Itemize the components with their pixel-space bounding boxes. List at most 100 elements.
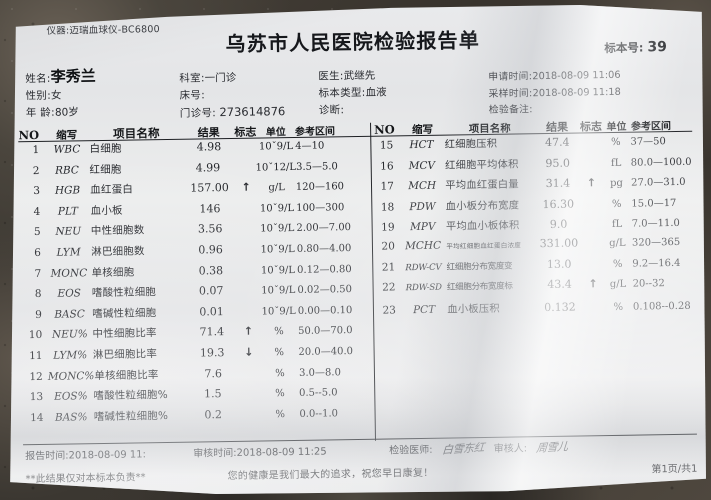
cell-result: 95.0 (545, 156, 570, 170)
table-body-left: 1 WBC 白细胞 4.98 10ˇ9/L 4—10 2 RBC 红细胞 4.99 10ˇ12/L 3… (18, 137, 372, 431)
cell-name: 中性细胞数 (90, 224, 145, 238)
cell-ref: 27.0—31.0 (630, 177, 686, 189)
lab-report-paper: 仪器:迈瑞血球仪-BC6800 乌苏市人民医院检验报告单 标本号: 39 姓名:… (10, 4, 706, 495)
cell-ref: 0.12—0.80 (297, 263, 352, 276)
cell-no: 21 (381, 260, 396, 274)
cell-name: 淋巴细胞数 (91, 245, 145, 259)
cell-ref: 50.0—70.0 (298, 325, 353, 338)
cell-ref: 20.0—40.0 (298, 345, 354, 358)
sample-type-label: 标本类型: (318, 86, 366, 100)
cell-abbr: MONC% (47, 369, 95, 383)
cell-no: 1 (32, 143, 40, 157)
cell-result: 3.56 (197, 222, 223, 236)
report-time-label: 报告时间: (25, 450, 69, 463)
doctor-block: 医生:武继先 标本类型:血液 诊断: (318, 68, 387, 120)
tester-field: 检验医师: 白雪东红 (389, 440, 494, 458)
cell-unit: 10ˇ9/L (260, 223, 295, 235)
cell-no: 17 (380, 180, 395, 193)
cell-abbr: PDW (409, 200, 436, 213)
request-time-value: 2018-08-09 11:06 (532, 69, 621, 83)
cell-no: 3 (33, 185, 41, 198)
cell-no: 11 (29, 349, 43, 363)
cell-name: 单核细胞比率 (94, 368, 159, 382)
department-block: 科室:一门诊 床号: 门诊号: 273614876 (179, 69, 285, 123)
request-time-row: 申请时间:2018-08-09 11:06 (488, 68, 621, 87)
report-footer: 报告时间:2018-08-09 11: 审核时间:2018-08-09 11:2… (25, 437, 698, 485)
patient-name-value: 李秀兰 (50, 67, 96, 86)
cell-abbr: LYM% (53, 349, 88, 362)
cell-result: 157.00 (190, 181, 229, 195)
patient-gender-label: 性别: (25, 89, 52, 103)
mrn-value: 273614876 (219, 104, 286, 120)
collect-time-value: 2018-08-09 11:18 (532, 86, 621, 99)
cell-abbr: MCV (408, 159, 436, 172)
cell-unit: g/L (609, 278, 627, 291)
cell-abbr: WBC (53, 143, 81, 156)
cell-no: 15 (379, 139, 394, 152)
header-unit: 单位 (606, 121, 627, 134)
cell-result: 0.38 (198, 263, 224, 278)
table-body-right: 15 HCT 红细胞压积 47.4% 37—50 16 MCV 红细胞平均体积 95.0 fL 80… (374, 132, 706, 323)
patient-gender-value: 女 (50, 89, 62, 102)
diagnosis-label: 诊断: (318, 104, 345, 117)
cell-name: 白细胞 (89, 142, 122, 156)
cell-result: 9.0 (549, 218, 568, 232)
cell-no: 18 (380, 201, 395, 214)
cell-abbr: NEU (55, 225, 82, 239)
report-time: 报告时间:2018-08-09 11: (25, 445, 193, 463)
cell-name: 血红蛋白 (90, 183, 134, 197)
cell-unit: g/L (609, 237, 626, 249)
audit-time-label: 审核时间: (193, 447, 237, 460)
cell-abbr: RBC (54, 163, 80, 177)
cell-no: 5 (33, 226, 41, 239)
specimen-number-value: 39 (647, 39, 667, 56)
cell-name: 平均血红蛋白量 (445, 178, 519, 192)
header-abbr: 缩写 (412, 123, 434, 137)
cell-ref: 100—300 (296, 201, 345, 214)
cell-ref: 120—160 (295, 181, 345, 194)
cell-ref: 2.00—7.00 (296, 222, 352, 235)
cell-name: 血小板压积 (447, 302, 500, 316)
report-sheet: 仪器:迈瑞血球仪-BC6800 乌苏市人民医院检验报告单 标本号: 39 姓名:… (10, 5, 706, 494)
cell-result: 0.2 (204, 407, 222, 422)
cell-result: 4.99 (195, 160, 221, 175)
bed-row: 床号: (179, 86, 285, 105)
cell-ref: 20--32 (632, 278, 665, 290)
cell-unit: g/L (268, 182, 285, 194)
header-no: NO (374, 122, 395, 137)
cell-no: 14 (30, 411, 44, 424)
cell-ref: 0.0--1.0 (299, 408, 339, 420)
timing-block: 申请时间:2018-08-09 11:06 采样时间:2018-08-09 11… (488, 68, 621, 120)
header-name: 项目名称 (468, 122, 511, 136)
specimen-number: 标本号: 39 (604, 39, 667, 56)
cell-unit: % (274, 347, 285, 359)
cell-abbr: MCH (408, 179, 437, 193)
patient-age-value: 80岁 (54, 106, 79, 119)
cell-ref: 80.0—100.0 (630, 156, 692, 169)
patient-name-row: 姓名:李秀兰 (25, 67, 96, 88)
cell-result: 4.98 (196, 140, 222, 154)
header-result: 结果 (197, 126, 220, 140)
header-ref: 参考区间 (294, 126, 336, 138)
remark-label: 检验备注: (488, 104, 533, 116)
audit-time: 审核时间:2018-08-09 11:25 (193, 442, 389, 460)
cell-result: 146 (199, 201, 221, 216)
cell-no: 19 (381, 221, 395, 234)
patient-name-label: 姓名: (25, 72, 51, 86)
cell-name: 红细胞分布宽度变 (446, 261, 513, 273)
report-time-value: 2018-08-09 11: (68, 449, 147, 462)
slogan: 您的健康是我们最大的追求，祝您早日康复！ (227, 467, 434, 483)
cell-flag: ↑ (586, 176, 597, 190)
cell-result: 1.5 (203, 387, 222, 401)
cell-abbr: HGB (54, 184, 81, 197)
cell-no: 13 (29, 391, 44, 404)
page-indicator: 第1页/共1 (651, 463, 698, 476)
table-row: 23 PCT 血小板压积 0.132% 0.108--0.28 (377, 296, 706, 322)
cell-unit: 10ˇ9/L (259, 202, 295, 215)
header-abbr: 缩写 (56, 129, 78, 142)
cell-name: 血小板分布宽度 (445, 199, 520, 213)
cell-result: 0.01 (199, 304, 224, 319)
cell-result: 31.4 (545, 176, 571, 191)
department-row: 科室:一门诊 (179, 69, 285, 88)
